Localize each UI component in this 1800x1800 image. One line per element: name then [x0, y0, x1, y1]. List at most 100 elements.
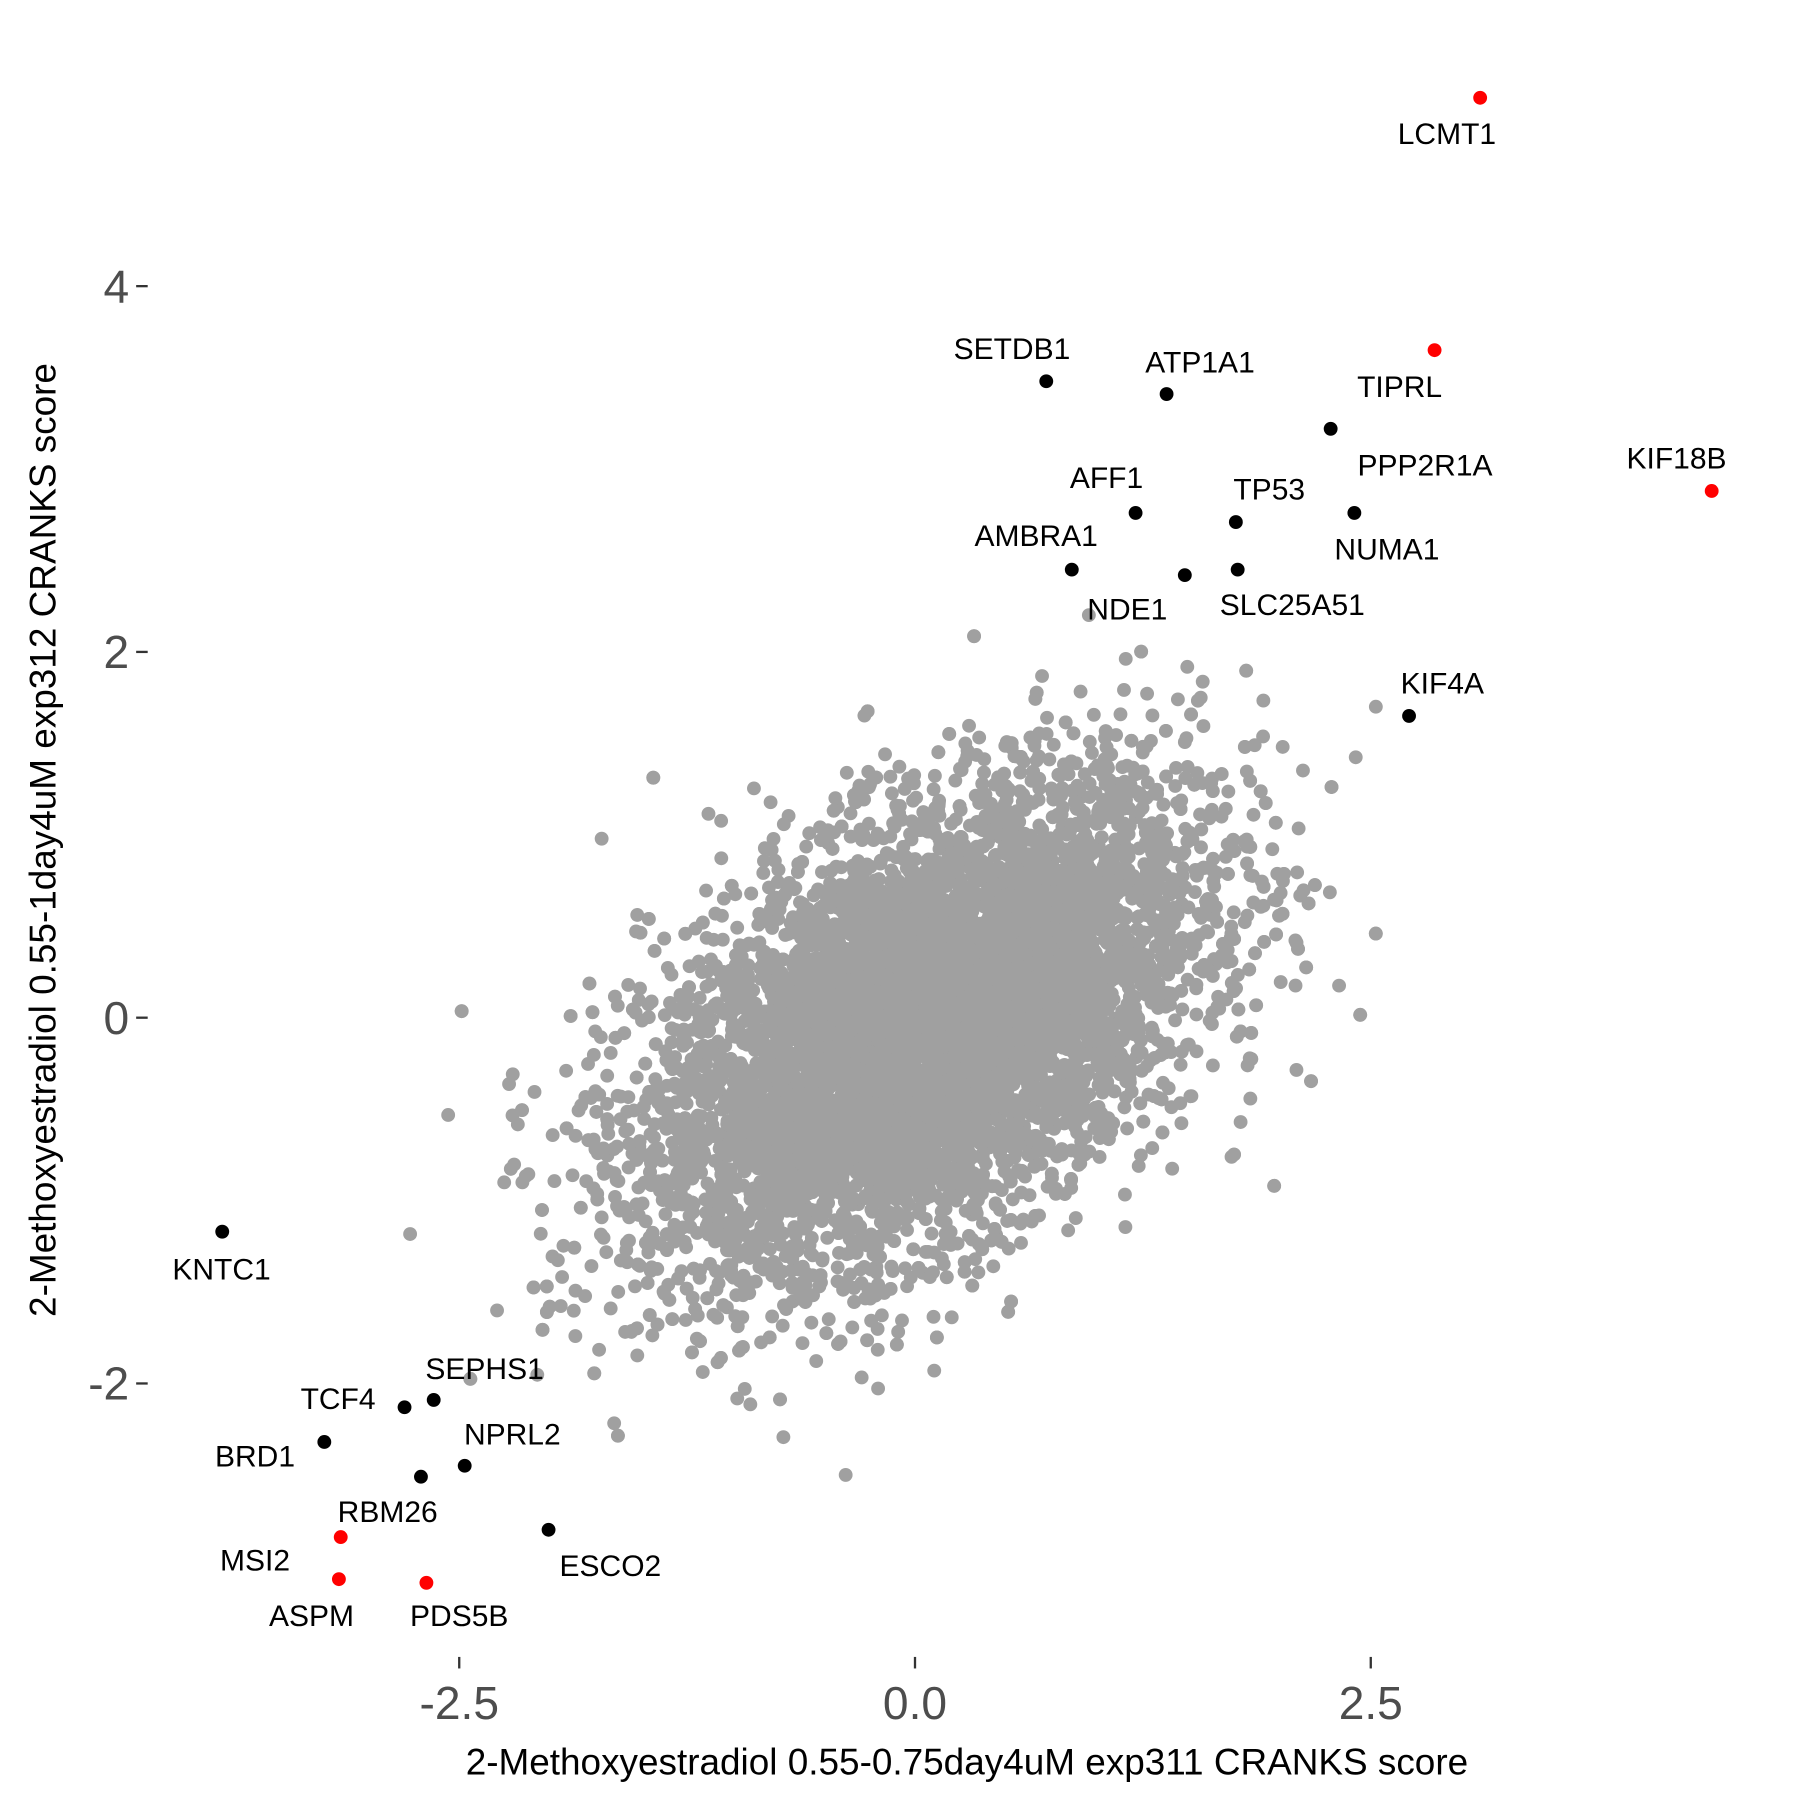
- background-point: [547, 1174, 562, 1189]
- background-point: [621, 978, 636, 992]
- background-point: [1169, 760, 1183, 775]
- background-point: [621, 1160, 636, 1175]
- background-point: [1078, 1130, 1093, 1144]
- background-point: [1068, 1211, 1083, 1225]
- background-point: [900, 1223, 914, 1237]
- background-point: [927, 768, 942, 783]
- background-point: [1139, 739, 1154, 754]
- background-point: [1128, 767, 1143, 782]
- background-point: [820, 1230, 835, 1245]
- background-point: [843, 806, 858, 821]
- background-point: [641, 1010, 656, 1025]
- background-point: [1174, 1116, 1189, 1131]
- background-point: [927, 1363, 942, 1378]
- background-point: [1170, 692, 1185, 707]
- background-point: [1145, 1141, 1160, 1156]
- background-point: [834, 860, 849, 875]
- background-point: [870, 826, 885, 841]
- background-point: [748, 1274, 763, 1289]
- background-point: [853, 822, 868, 837]
- background-point: [1226, 905, 1241, 920]
- background-point: [661, 1277, 676, 1292]
- background-point: [1194, 822, 1209, 837]
- background-point: [854, 1370, 869, 1385]
- background-point: [968, 1252, 983, 1267]
- background-point: [510, 1117, 525, 1132]
- background-point: [926, 782, 941, 797]
- background-point: [747, 781, 761, 796]
- background-point: [568, 1329, 583, 1343]
- background-point: [645, 1328, 660, 1343]
- background-point: [730, 920, 745, 935]
- background-point: [599, 1245, 614, 1260]
- background-point: [559, 1063, 574, 1078]
- background-point: [441, 1108, 456, 1122]
- background-point: [1022, 1188, 1037, 1203]
- background-point: [802, 826, 817, 841]
- background-point: [1117, 1100, 1132, 1115]
- background-point: [845, 1320, 860, 1335]
- background-point: [922, 1270, 937, 1285]
- background-point: [1273, 975, 1288, 989]
- background-point: [1144, 1020, 1159, 1035]
- background-point: [1275, 739, 1290, 754]
- background-point: [1348, 750, 1363, 765]
- background-point: [556, 1238, 571, 1253]
- background-point: [611, 1284, 626, 1299]
- background-point: [855, 833, 870, 848]
- background-point: [874, 1308, 889, 1323]
- background-point: [555, 1270, 570, 1284]
- background-point: [775, 1318, 790, 1333]
- background-point: [765, 1309, 780, 1324]
- background-point: [799, 839, 814, 854]
- background-point: [553, 1299, 568, 1313]
- background-point: [730, 1391, 745, 1406]
- background-point: [1230, 968, 1245, 982]
- background-point: [1256, 729, 1270, 744]
- background-point: [763, 795, 778, 810]
- background-point: [584, 1259, 599, 1273]
- background-point: [530, 1367, 545, 1382]
- background-point: [1256, 693, 1271, 708]
- background-point: [607, 1416, 622, 1431]
- background-point: [1243, 1091, 1258, 1106]
- background-point: [1035, 669, 1049, 683]
- background-point: [658, 1207, 673, 1222]
- background-point: [900, 1279, 914, 1294]
- background-point: [772, 1276, 787, 1291]
- background-point: [839, 765, 854, 780]
- background-point: [1140, 686, 1155, 701]
- background-point: [1175, 1002, 1190, 1017]
- background-point: [1289, 1063, 1304, 1077]
- background-point: [709, 1264, 723, 1278]
- background-point: [1014, 1235, 1028, 1250]
- background-point: [1173, 1057, 1188, 1072]
- background-point: [776, 1430, 791, 1445]
- background-point: [934, 1251, 949, 1266]
- background-point: [944, 1310, 959, 1325]
- background-point: [1189, 1007, 1204, 1022]
- background-point: [809, 1354, 824, 1368]
- background-point: [878, 747, 892, 762]
- background-point: [1218, 801, 1233, 816]
- background-point: [527, 1085, 542, 1099]
- background-point: [986, 1259, 1001, 1274]
- background-point: [714, 851, 729, 866]
- background-point: [1205, 1058, 1220, 1073]
- background-point: [1290, 865, 1305, 880]
- background-point: [1081, 608, 1096, 623]
- background-point: [971, 1265, 986, 1280]
- background-point: [630, 1348, 645, 1363]
- background-point: [1046, 737, 1061, 752]
- background-point: [603, 1046, 618, 1060]
- background-point: [898, 1261, 913, 1276]
- background-point: [1322, 885, 1337, 900]
- background-point: [743, 1397, 758, 1412]
- background-point: [592, 1342, 607, 1357]
- background-point: [1145, 708, 1160, 723]
- background-point: [695, 1365, 710, 1379]
- background-point: [838, 1468, 853, 1482]
- background-point: [906, 793, 920, 808]
- background-point: [1240, 908, 1255, 923]
